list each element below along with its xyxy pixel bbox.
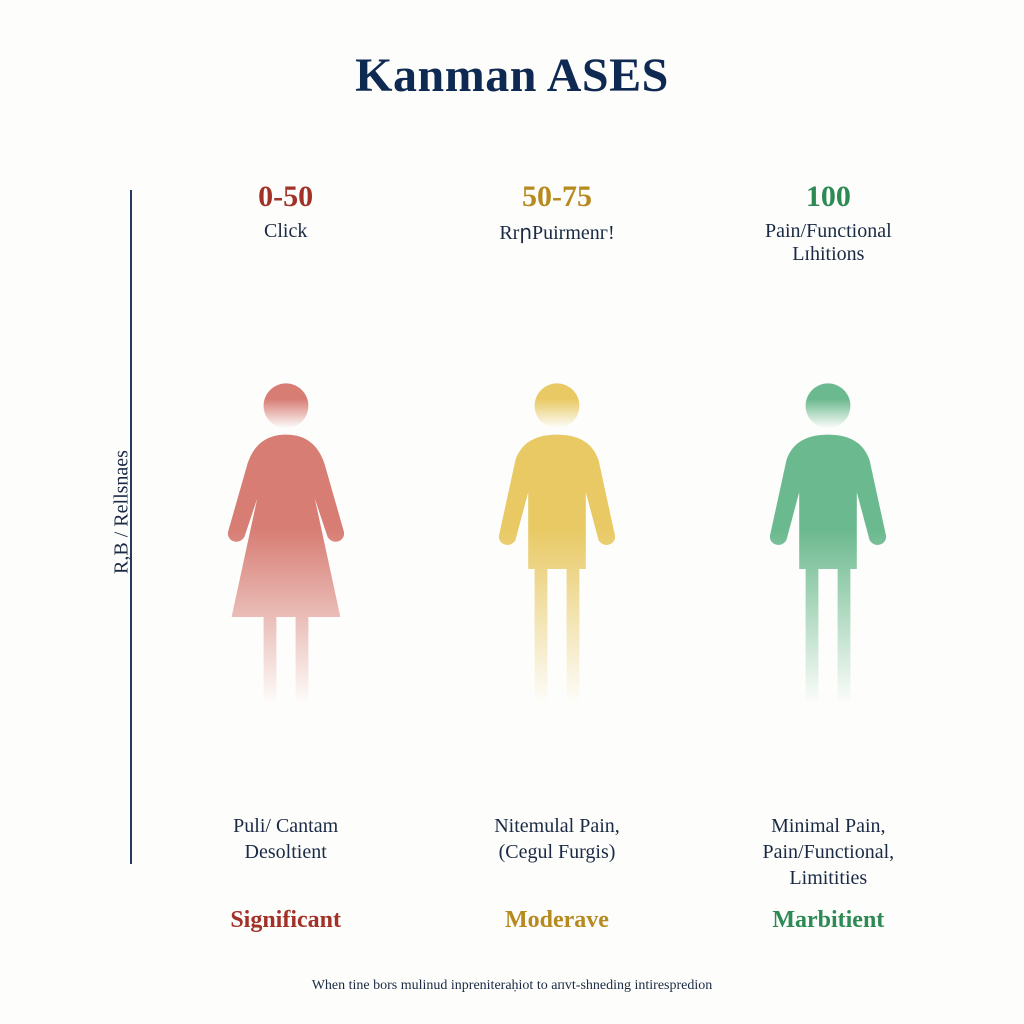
figure-wrapper	[433, 296, 680, 793]
footnote-text: When tine bors mulinud inpreniteraḥiot t…	[0, 978, 1024, 994]
column-mid: 50-75 RrրPuirmenг! Nitemulal Pain,(Cegul…	[421, 180, 692, 934]
column-low: 0-50 Click Puli/ CantamDesoltient Signif…	[150, 180, 421, 934]
columns-container: 0-50 Click Puli/ CantamDesoltient Signif…	[150, 180, 964, 934]
severity-label: Moderave	[505, 907, 609, 934]
range-label: 100	[806, 180, 851, 214]
figure-wrapper	[705, 296, 952, 793]
figure-wrapper	[162, 296, 409, 793]
range-sublabel: RrրPuirmenг!	[499, 220, 614, 268]
person-icon-female	[206, 375, 366, 715]
person-icon-male	[477, 375, 637, 715]
page-title: Kanman ASES	[0, 0, 1024, 123]
range-label: 50-75	[522, 180, 592, 214]
y-axis-label: R,B / Rellsnaes	[110, 450, 133, 574]
person-icon-male	[748, 375, 908, 715]
range-sublabel: Click	[264, 220, 307, 268]
severity-label: Marbitient	[772, 907, 884, 934]
column-description: Nitemulal Pain,(Cegul Furgis)	[494, 813, 620, 893]
column-description: Puli/ CantamDesoltient	[233, 813, 338, 893]
column-high: 100 Pain/FunctionalLɪhitions Minimal Pai…	[693, 180, 964, 934]
severity-label: Significant	[230, 907, 341, 934]
column-description: Minimal Pain,Pain/Functional,Limitities	[762, 813, 894, 893]
range-sublabel: Pain/FunctionalLɪhitions	[765, 220, 892, 268]
range-label: 0-50	[258, 180, 313, 214]
